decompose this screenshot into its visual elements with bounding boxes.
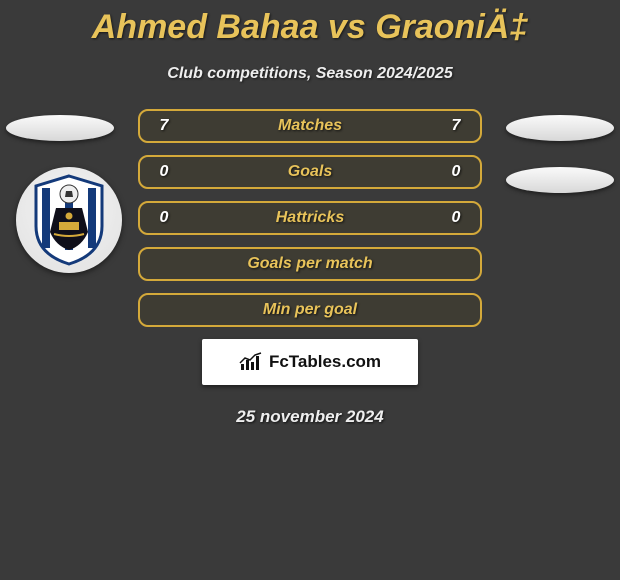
branding-text: FcTables.com	[269, 352, 381, 372]
stat-left-value: 0	[154, 163, 174, 181]
stat-left-value: 0	[154, 209, 174, 227]
stat-right-value: 0	[446, 209, 466, 227]
stat-row-hattricks: 0 Hattricks 0	[138, 201, 482, 235]
branding-badge: FcTables.com	[202, 339, 418, 385]
content-area: 7 Matches 7 0 Goals 0 0 Hattricks 0 Goal…	[0, 109, 620, 427]
stat-row-goals: 0 Goals 0	[138, 155, 482, 189]
snapshot-date: 25 november 2024	[0, 407, 620, 427]
player-photo-right-placeholder	[506, 115, 614, 141]
stat-rows: 7 Matches 7 0 Goals 0 0 Hattricks 0 Goal…	[138, 109, 482, 327]
stat-right-value: 0	[446, 163, 466, 181]
chart-icon	[239, 352, 263, 372]
stat-label: Goals per match	[174, 255, 446, 273]
stat-label: Min per goal	[174, 301, 446, 319]
club-badge-right-placeholder	[506, 167, 614, 193]
stat-row-min-per-goal: Min per goal	[138, 293, 482, 327]
stat-left-value: 7	[154, 117, 174, 135]
comparison-subtitle: Club competitions, Season 2024/2025	[0, 65, 620, 83]
club-badge-left	[16, 167, 122, 273]
player-photo-left-placeholder	[6, 115, 114, 141]
stat-row-matches: 7 Matches 7	[138, 109, 482, 143]
stat-right-value: 7	[446, 117, 466, 135]
stat-label: Goals	[174, 163, 446, 181]
stat-label: Hattricks	[174, 209, 446, 227]
stat-row-goals-per-match: Goals per match	[138, 247, 482, 281]
stat-label: Matches	[174, 117, 446, 135]
club-crest-icon	[30, 174, 108, 266]
comparison-title: Ahmed Bahaa vs GraoniÄ‡	[0, 0, 620, 47]
